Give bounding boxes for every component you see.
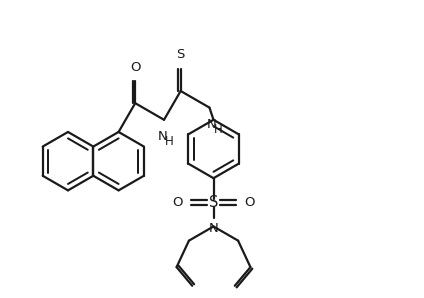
Text: O: O xyxy=(130,60,140,74)
Text: H: H xyxy=(165,135,173,148)
Text: N: N xyxy=(158,130,167,143)
Text: O: O xyxy=(244,196,254,209)
Text: N: N xyxy=(206,118,216,131)
Text: H: H xyxy=(214,123,223,136)
Text: N: N xyxy=(209,222,218,235)
Text: S: S xyxy=(209,195,218,210)
Text: O: O xyxy=(173,196,183,209)
Text: S: S xyxy=(176,48,185,61)
